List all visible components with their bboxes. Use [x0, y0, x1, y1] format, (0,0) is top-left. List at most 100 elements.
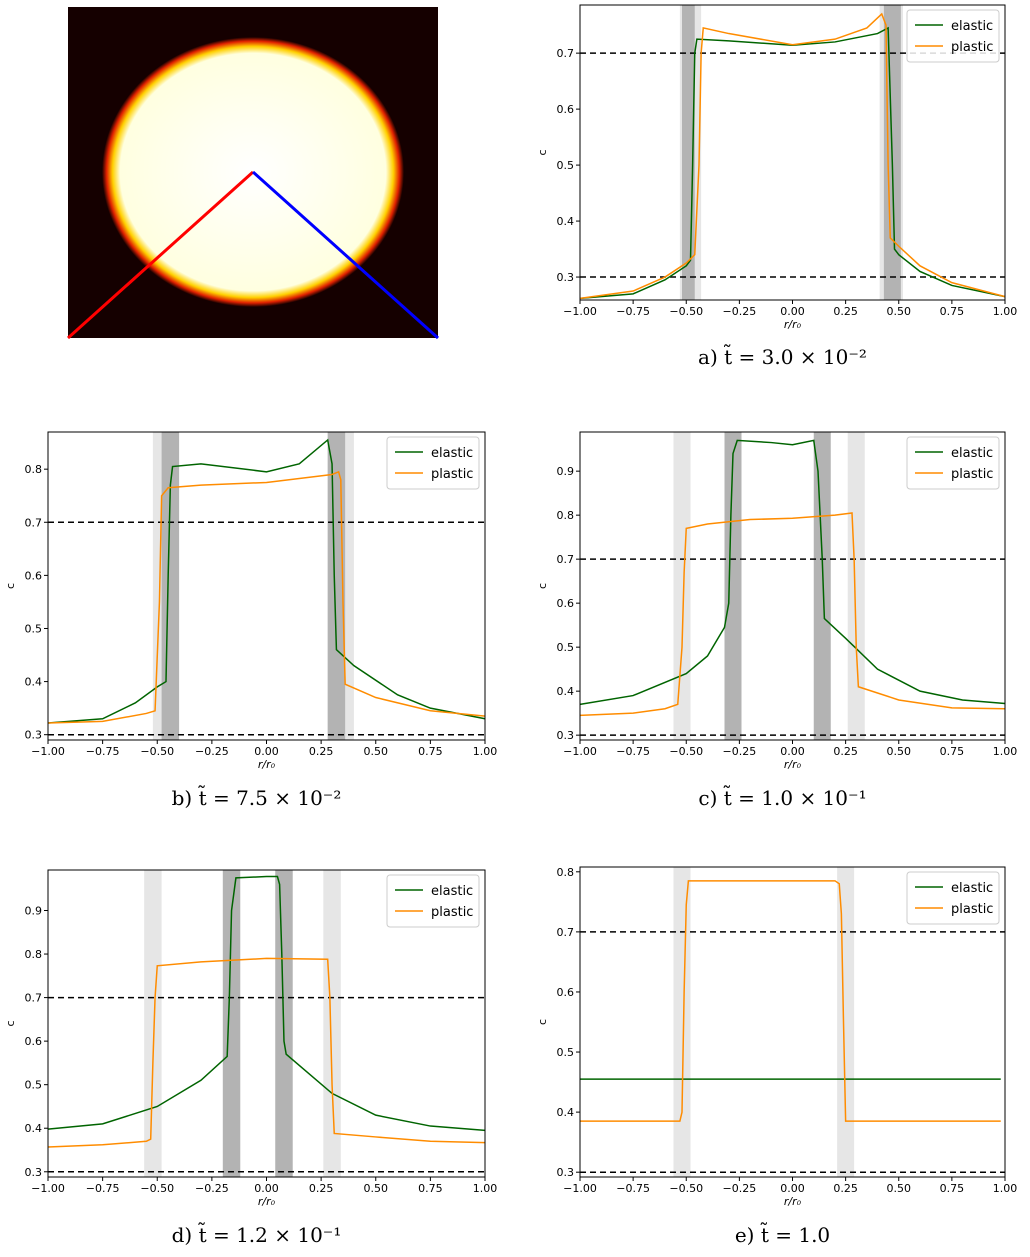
y-tick-label: 0.5: [25, 622, 43, 635]
red-ray: [66, 170, 255, 340]
legend-box: [386, 436, 480, 490]
y-tick-label: 0.6: [557, 597, 575, 610]
x-tick-label: −0.75: [86, 1182, 120, 1195]
y-tick-label: 0.6: [25, 569, 43, 582]
x-tick-label: 0.50: [887, 305, 912, 318]
y-tick-label: 0.4: [557, 685, 575, 698]
shaded-band: [161, 432, 180, 740]
x-tick-label: 0.50: [364, 1182, 389, 1195]
legend-label: elastic: [951, 881, 993, 896]
blue-ray: [251, 170, 440, 340]
x-tick-label: −1.00: [563, 1182, 597, 1195]
x-tick-label: −0.25: [195, 1182, 229, 1195]
y-axis-label: c: [536, 583, 549, 589]
shaded-band: [144, 870, 162, 1177]
x-tick-label: 1.00: [473, 1182, 498, 1195]
x-tick-label: −0.25: [195, 745, 229, 758]
x-tick-label: −0.50: [140, 1182, 174, 1195]
legend-label: plastic: [431, 467, 473, 482]
legend-label: elastic: [431, 884, 473, 899]
data-line: [579, 26, 1006, 300]
x-tick-label: −1.00: [31, 1182, 65, 1195]
legend-box: [906, 9, 1000, 63]
y-tick-label: 0.4: [557, 215, 575, 228]
x-tick-label: −0.25: [723, 745, 757, 758]
y-tick-label: 0.9: [25, 904, 43, 917]
y-tick-label: 0.8: [25, 463, 43, 476]
legend: elastic plastic: [386, 874, 480, 928]
y-tick-label: 0.9: [557, 465, 575, 478]
y-axis-label: c: [4, 1020, 17, 1026]
data-line: [47, 875, 486, 1132]
data-line: [47, 438, 486, 724]
x-tick-label: −0.50: [669, 305, 703, 318]
data-line: [47, 470, 486, 724]
x-axis-label: r/r₀: [784, 758, 802, 771]
x-tick-label: −0.50: [140, 745, 174, 758]
y-tick-label: 0.8: [25, 948, 43, 961]
legend-label: elastic: [951, 446, 993, 461]
simulation-image: [66, 7, 440, 340]
chart-panel: −1.00 −0.75 −0.50 −0.25 0.00 0.25 0.50 0.75 1.00…: [536, 431, 1017, 810]
caption: e) t̃ = 1.0: [735, 1221, 830, 1247]
y-tick-label: 0.8: [557, 866, 575, 879]
y-tick-label: 0.6: [25, 1035, 43, 1048]
y-tick-label: 0.5: [557, 159, 575, 172]
y-tick-label: 0.6: [557, 986, 575, 999]
y-tick-label: 0.4: [25, 1122, 43, 1135]
x-tick-label: −0.75: [616, 745, 650, 758]
y-tick-label: 0.3: [557, 271, 575, 284]
x-tick-label: 1.00: [473, 745, 498, 758]
x-tick-label: 0.75: [418, 745, 443, 758]
y-tick-label: 0.7: [557, 47, 575, 60]
shaded-band: [673, 867, 691, 1177]
legend-box: [906, 436, 1000, 490]
y-tick-label: 0.3: [557, 729, 575, 742]
data-line: [47, 957, 486, 1148]
legend: elastic plastic: [906, 871, 1000, 925]
legend-label: plastic: [951, 40, 993, 55]
y-tick-label: 0.8: [557, 509, 575, 522]
x-tick-label: −1.00: [31, 745, 65, 758]
legend-label: plastic: [951, 467, 993, 482]
legend: elastic plastic: [386, 436, 480, 490]
x-tick-label: −0.75: [616, 305, 650, 318]
shaded-band: [724, 432, 742, 740]
x-tick-label: 0.50: [887, 1182, 912, 1195]
y-tick-label: 0.5: [557, 641, 575, 654]
data-line: [579, 12, 1006, 300]
shaded-band: [847, 432, 865, 740]
legend-box: [386, 874, 480, 928]
x-tick-label: −0.25: [723, 305, 757, 318]
shaded-band: [813, 432, 831, 740]
x-tick-label: −1.00: [563, 305, 597, 318]
x-axis-label: r/r₀: [258, 1195, 276, 1208]
legend-label: elastic: [951, 19, 993, 34]
x-tick-label: 0.00: [254, 1182, 279, 1195]
legend-label: elastic: [431, 446, 473, 461]
y-axis-label: c: [4, 583, 17, 589]
legend-box: [906, 871, 1000, 925]
data-line: [579, 439, 1006, 706]
shaded-band: [323, 870, 341, 1177]
y-tick-label: 0.5: [25, 1079, 43, 1092]
caption: c) t̃ = 1.0 × 10⁻¹: [698, 784, 866, 810]
shaded-band: [837, 867, 855, 1177]
x-tick-label: 0.00: [254, 745, 279, 758]
y-tick-label: 0.5: [557, 1046, 575, 1059]
data-line: [580, 880, 1001, 1122]
chart-panel: −1.00 −0.75 −0.50 −0.25 0.00 0.25 0.50 0.75 1.00…: [4, 431, 498, 810]
y-tick-label: 0.3: [25, 729, 43, 742]
x-tick-label: −0.25: [723, 1182, 757, 1195]
x-tick-label: 0.00: [780, 305, 805, 318]
chart-panel: −1.00 −0.75 −0.50 −0.25 0.00 0.25 0.50 0.75 1.00…: [536, 866, 1017, 1247]
y-axis-label: c: [536, 149, 549, 155]
x-tick-label: 1.00: [993, 305, 1018, 318]
x-tick-label: −1.00: [563, 745, 597, 758]
legend-label: plastic: [951, 902, 993, 917]
legend: elastic plastic: [906, 9, 1000, 63]
x-tick-label: 0.25: [309, 745, 334, 758]
y-tick-label: 0.6: [557, 103, 575, 116]
x-tick-label: −0.75: [86, 745, 120, 758]
